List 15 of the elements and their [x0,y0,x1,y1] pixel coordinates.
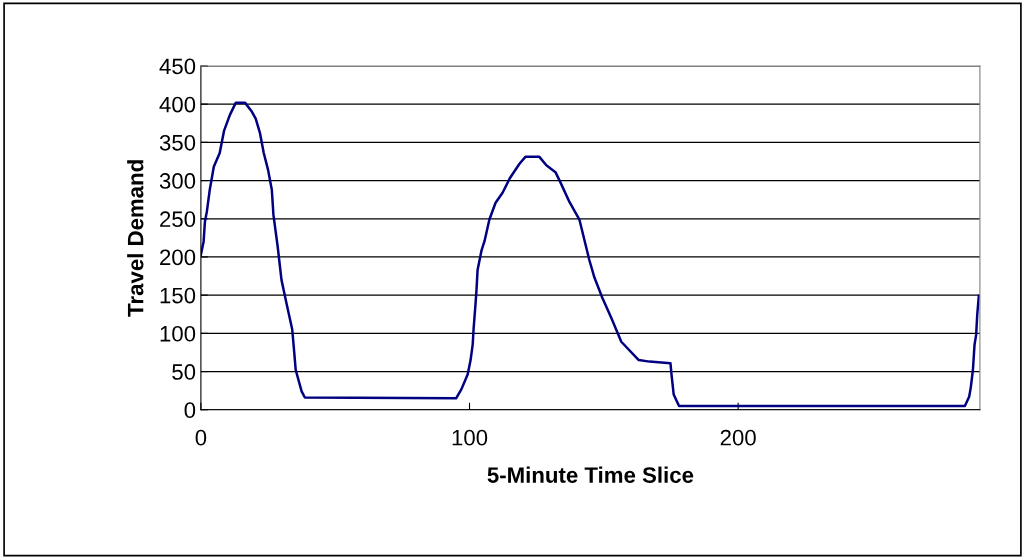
y-tick-label: 350 [159,134,196,151]
x-axis-title: 5-Minute Time Slice [487,466,694,483]
y-tick-label: 250 [160,211,196,228]
y-tick-label: 0 [184,402,196,419]
y-axis-title: Travel Demand [127,160,144,317]
y-tick-label: 300 [159,173,196,189]
y-tick-label: 200 [160,249,196,266]
y-tick-label: 100 [160,325,196,342]
y-tick-label: 150 [160,287,196,304]
y-tick-label: 400 [159,96,196,113]
x-tick-label: 0 [195,429,207,446]
x-tick-label: 200 [720,429,756,446]
y-tick-label: 50 [172,364,196,380]
y-tick-label: 450 [159,58,196,75]
x-tick-label: 100 [452,429,488,446]
